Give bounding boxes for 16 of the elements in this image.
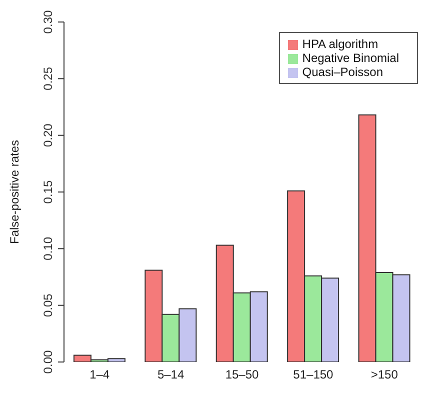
legend-label: Quasi–Poisson <box>302 65 383 79</box>
x-tick-label: >150 <box>370 368 398 382</box>
y-tick-label: 0.05 <box>41 293 55 318</box>
y-tick-label: 0.25 <box>41 66 55 90</box>
legend-label: HPA algorithm <box>302 37 378 51</box>
y-tick-label: 0.20 <box>41 123 55 148</box>
y-tick-label: 0.30 <box>41 10 55 34</box>
legend-label: Negative Binomial <box>302 51 399 65</box>
x-tick-label: 15–50 <box>225 368 260 382</box>
y-tick-label: 0.10 <box>41 236 55 260</box>
x-tick-label: 1–4 <box>90 368 110 382</box>
y-tick-label: 0.15 <box>41 180 55 204</box>
y-tick-label: 0.00 <box>41 350 55 374</box>
x-tick-label: 5–14 <box>157 368 184 382</box>
x-tick-label: 51–150 <box>293 368 334 382</box>
y-axis-title: False-positive rates <box>7 140 22 244</box>
